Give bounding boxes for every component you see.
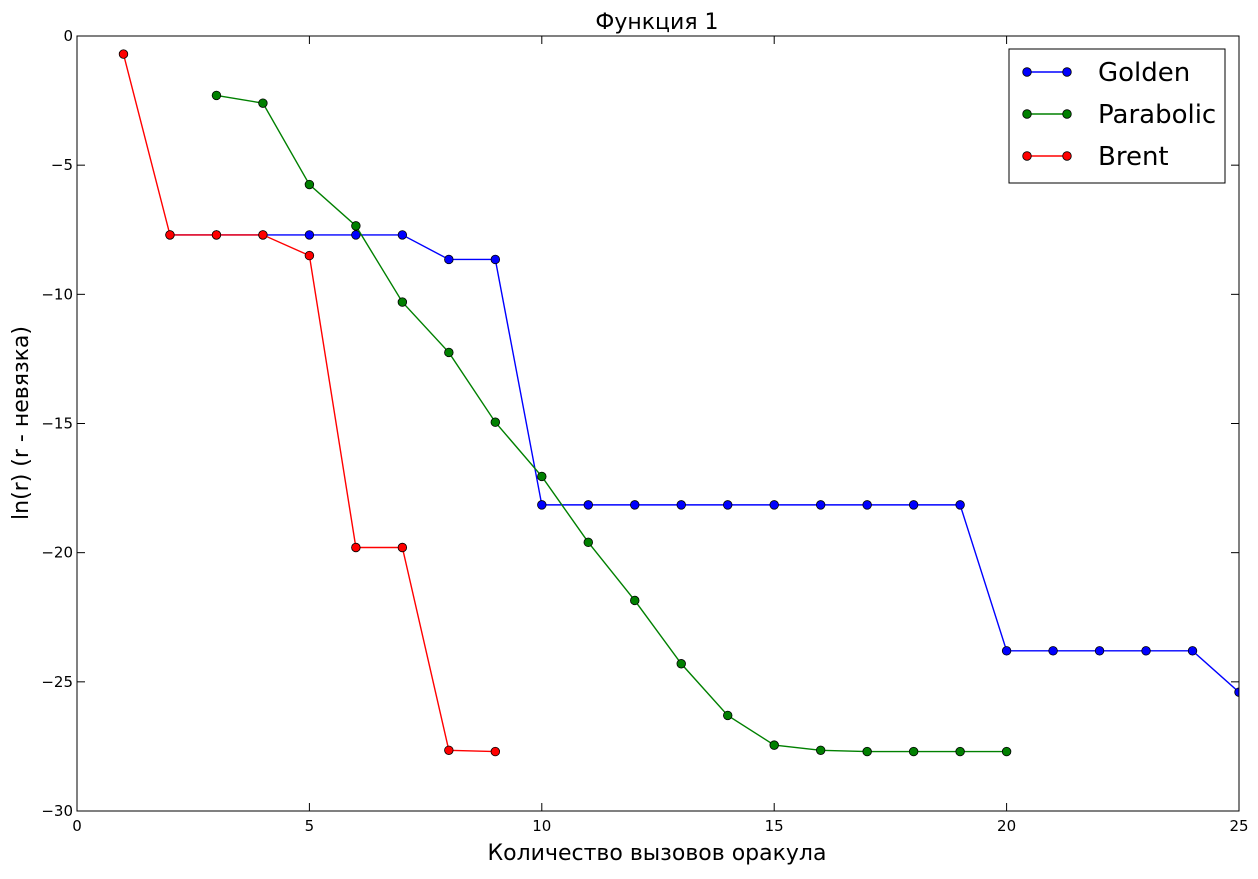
data-point-parabolic	[955, 746, 965, 757]
y-tick-label: −10	[41, 285, 73, 303]
legend-label-golden: Golden	[1098, 58, 1190, 88]
data-point-golden	[444, 254, 454, 265]
data-point-golden	[1141, 646, 1151, 656]
legend-label-parabolic: Parabolic	[1098, 100, 1216, 130]
data-point-brent	[118, 49, 129, 59]
data-point-golden	[537, 500, 547, 510]
data-point-brent	[397, 542, 408, 553]
data-point-parabolic	[862, 746, 872, 757]
data-point-golden	[490, 254, 501, 265]
x-tick-label: 20	[997, 817, 1016, 835]
y-tick-label: −25	[41, 673, 73, 691]
data-point-golden	[1048, 646, 1058, 656]
plot-area: 0 5 10 15 20 25 0 −5 −10 −15 −20 −25 −30	[41, 27, 1248, 835]
data-point-parabolic	[397, 297, 408, 307]
data-point-golden	[955, 500, 965, 510]
legend-label-brent: Brent	[1098, 142, 1169, 172]
data-point-parabolic	[1001, 746, 1012, 757]
data-point-brent	[304, 250, 315, 261]
data-point-parabolic	[815, 745, 826, 755]
data-point-brent	[490, 746, 501, 757]
data-point-parabolic	[258, 98, 268, 108]
data-point-golden	[351, 230, 361, 240]
legend-marker-parabolic	[1062, 109, 1072, 119]
legend-marker-brent	[1062, 151, 1072, 161]
data-point-golden	[769, 500, 779, 510]
data-point-parabolic	[444, 347, 454, 358]
legend: Golden Parabolic Brent	[1008, 48, 1226, 184]
data-point-parabolic	[723, 710, 733, 721]
data-point-parabolic	[908, 746, 919, 757]
data-point-parabolic	[583, 537, 593, 548]
series-line-brent	[122, 53, 496, 753]
data-point-brent	[258, 230, 268, 240]
x-tick-label: 5	[305, 817, 315, 835]
data-point-golden	[583, 500, 593, 510]
chart-title: Функция 1	[595, 10, 718, 35]
data-point-golden	[304, 230, 315, 240]
data-point-golden	[862, 500, 872, 510]
data-point-golden	[1001, 646, 1012, 656]
legend-marker-parabolic	[1022, 109, 1032, 119]
legend-marker-golden	[1022, 67, 1032, 77]
data-point-golden	[676, 500, 686, 510]
data-point-golden	[723, 500, 733, 510]
data-point-parabolic	[490, 417, 501, 427]
x-tick-label: 15	[765, 817, 784, 835]
data-point-parabolic	[537, 471, 547, 482]
series-golden	[165, 230, 1239, 697]
y-tick-label: 0	[63, 27, 73, 45]
data-point-parabolic	[769, 740, 779, 750]
data-point-parabolic	[676, 659, 686, 669]
data-point-golden	[815, 500, 826, 510]
x-tick-label: 25	[1229, 817, 1248, 835]
data-point-parabolic	[304, 179, 315, 190]
y-axis-title: ln(r) (r - невязка)	[9, 326, 34, 520]
data-point-brent	[165, 230, 175, 240]
x-tick-label: 10	[532, 817, 551, 835]
data-point-brent	[444, 745, 454, 755]
data-point-golden	[1094, 646, 1105, 656]
data-point-golden	[397, 230, 408, 240]
y-tick-label: −15	[41, 415, 73, 433]
data-point-parabolic	[351, 221, 361, 231]
series-line-parabolic	[216, 94, 1007, 753]
data-point-parabolic	[630, 595, 640, 606]
data-point-brent	[351, 542, 361, 553]
y-tick-label: −5	[51, 156, 73, 174]
data-point-golden	[908, 500, 919, 510]
legend-marker-golden	[1062, 67, 1072, 77]
data-point-golden	[1187, 646, 1198, 656]
y-tick-label: −20	[41, 544, 73, 562]
x-tick-label: 0	[72, 817, 82, 835]
y-tick-label: −30	[41, 802, 73, 820]
x-axis-title: Количество вызовов оракула	[488, 841, 827, 866]
series-parabolic	[211, 90, 1012, 757]
legend-marker-brent	[1022, 151, 1032, 161]
data-point-brent	[211, 230, 222, 240]
data-point-parabolic	[211, 90, 222, 101]
series-brent	[118, 49, 501, 757]
series-line-golden	[169, 234, 1239, 693]
data-point-golden	[630, 500, 640, 510]
